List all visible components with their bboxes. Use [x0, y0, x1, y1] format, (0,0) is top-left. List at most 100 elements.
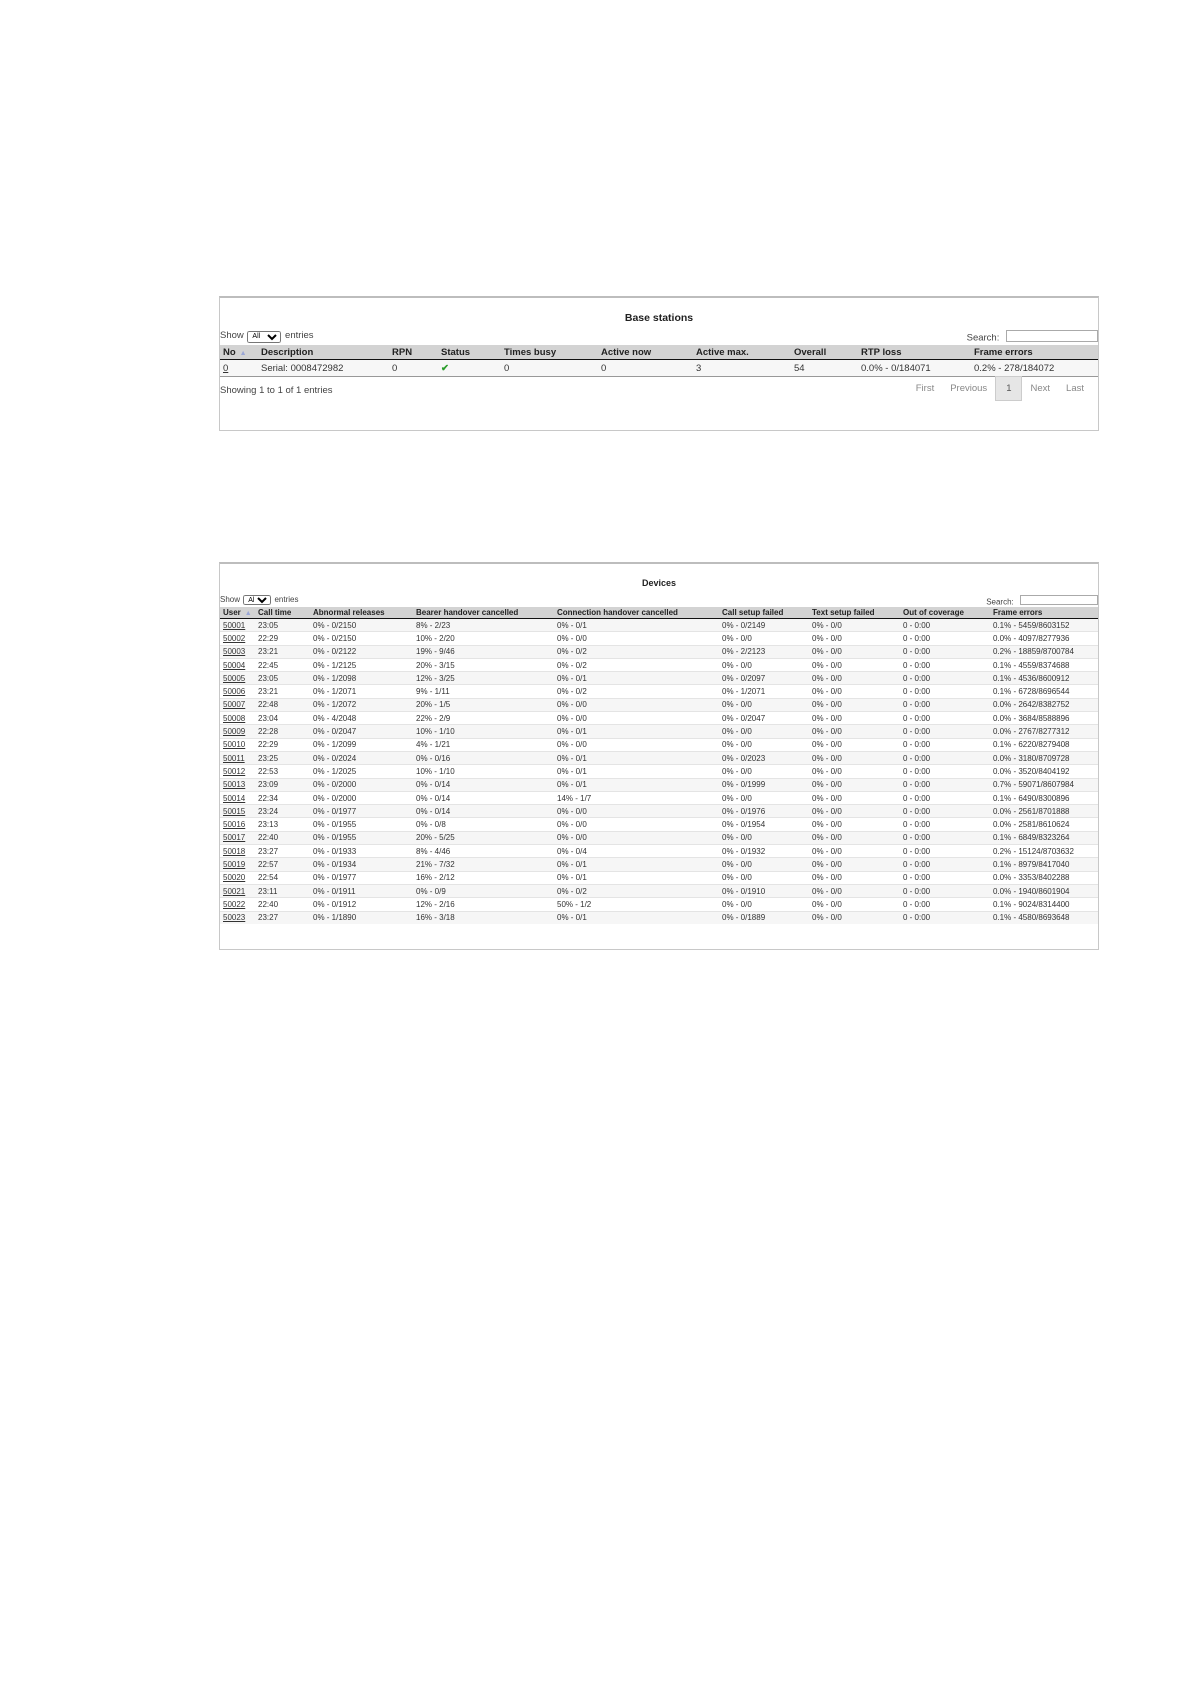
entries-select[interactable]: All: [243, 595, 272, 605]
last-button[interactable]: Last: [1066, 383, 1084, 394]
column-header-no[interactable]: No ▲: [220, 345, 258, 360]
cell-out-of-coverage: 0 - 0:00: [900, 617, 990, 632]
user-link[interactable]: 50019: [223, 859, 246, 869]
column-header-call-time[interactable]: Call time: [255, 607, 310, 619]
base-stations-title: Base stations: [624, 312, 694, 324]
user-link[interactable]: 50015: [223, 806, 246, 816]
user-link[interactable]: 50006: [223, 687, 246, 697]
cell-call-setup-failed: 0% - 0/0: [719, 830, 809, 845]
next-button[interactable]: Next: [1030, 383, 1051, 394]
cell-text-setup-failed: 0% - 0/0: [809, 764, 900, 779]
cell-bearer-handover-cancelled: 10% - 2/20: [413, 631, 554, 646]
cell-call-setup-failed: 0% - 0/2149: [719, 617, 809, 632]
cell-connection-handover-cancelled: 0% - 0/1: [554, 777, 719, 792]
user-link[interactable]: 50011: [223, 753, 245, 763]
table-row: 50004 22:45 0% - 1/2125 20% - 3/15 0% - 0/2 0…: [220, 657, 1098, 672]
column-header-user[interactable]: User ▲: [220, 607, 255, 619]
column-header-rtp-loss[interactable]: RTP loss: [858, 345, 971, 360]
base-station-link[interactable]: 0: [223, 362, 229, 374]
search-label: Search:: [966, 332, 1000, 344]
page-1-button[interactable]: 1: [995, 376, 1023, 401]
cell-abnormal-releases: 0% - 1/2098: [310, 671, 413, 685]
column-header-description[interactable]: Description: [258, 345, 389, 360]
cell-bearer-handover-cancelled: 8% - 2/23: [413, 617, 554, 632]
column-header-call-setup-failed[interactable]: Call setup failed: [719, 607, 809, 619]
column-header-overall[interactable]: Overall: [791, 345, 858, 360]
cell-call-time: 22:34: [255, 790, 310, 805]
cell-text-setup-failed: 0% - 0/0: [809, 883, 900, 898]
cell-out-of-coverage: 0 - 0:00: [900, 631, 990, 646]
cell-no: 0: [220, 359, 258, 377]
cell-call-setup-failed: 0% - 0/2097: [719, 671, 809, 685]
cell-bearer-handover-cancelled: 22% - 2/9: [413, 711, 554, 725]
user-link[interactable]: 50013: [223, 780, 246, 790]
column-header-bearer-handover-cancelled[interactable]: Bearer handover cancelled: [413, 607, 554, 619]
cell-bearer-handover-cancelled: 10% - 1/10: [413, 724, 554, 739]
user-link[interactable]: 50017: [223, 833, 246, 843]
user-link[interactable]: 50004: [223, 660, 246, 670]
user-link[interactable]: 50023: [223, 913, 246, 923]
user-link[interactable]: 50009: [223, 727, 246, 737]
cell-out-of-coverage: 0 - 0:00: [900, 671, 990, 685]
user-link[interactable]: 50014: [223, 793, 246, 803]
user-link[interactable]: 50010: [223, 740, 246, 750]
cell-bearer-handover-cancelled: 9% - 1/11: [413, 684, 554, 699]
column-label: Abnormal releases: [313, 608, 385, 617]
previous-button[interactable]: Previous: [950, 383, 988, 394]
user-link[interactable]: 50021: [223, 886, 246, 896]
column-label: No: [223, 346, 236, 358]
cell-out-of-coverage: 0 - 0:00: [900, 790, 990, 805]
cell-rpn: 0: [389, 359, 438, 377]
column-header-active-now[interactable]: Active now: [598, 345, 693, 360]
cell-call-setup-failed: 0% - 0/1999: [719, 777, 809, 792]
cell-abnormal-releases: 0% - 0/1977: [310, 870, 413, 885]
search-input[interactable]: [1020, 595, 1098, 605]
column-header-active-max[interactable]: Active max.: [693, 345, 791, 360]
column-header-times-busy[interactable]: Times busy: [501, 345, 598, 360]
cell-frame-errors: 0.2% - 278/184072: [971, 359, 1098, 377]
user-link[interactable]: 50003: [223, 647, 246, 657]
cell-abnormal-releases: 0% - 0/1977: [310, 804, 413, 818]
column-header-out-of-coverage[interactable]: Out of coverage: [900, 607, 990, 619]
cell-frame-errors: 0.1% - 6728/8696544: [990, 684, 1098, 699]
table-row: 50018 23:27 0% - 0/1933 8% - 4/46 0% - 0/4 0%…: [220, 844, 1098, 858]
cell-text-setup-failed: 0% - 0/0: [809, 644, 900, 659]
cell-out-of-coverage: 0 - 0:00: [900, 844, 990, 858]
column-header-status[interactable]: Status: [438, 345, 501, 360]
cell-text-setup-failed: 0% - 0/0: [809, 777, 900, 792]
user-link[interactable]: 50008: [223, 713, 246, 723]
first-button[interactable]: First: [915, 383, 935, 394]
cell-user: 50002: [220, 631, 255, 646]
column-label: Frame errors: [974, 346, 1033, 358]
entries-label: entries: [274, 595, 299, 604]
search-input[interactable]: [1006, 330, 1098, 342]
user-link[interactable]: 50018: [223, 846, 246, 856]
column-header-connection-handover-cancelled[interactable]: Connection handover cancelled: [554, 607, 719, 619]
cell-connection-handover-cancelled: 14% - 1/7: [554, 790, 719, 805]
table-row: 50003 23:21 0% - 0/2122 19% - 9/46 0% - 0/2 0…: [220, 644, 1098, 659]
column-header-rpn[interactable]: RPN: [389, 345, 438, 360]
cell-bearer-handover-cancelled: 8% - 4/46: [413, 844, 554, 858]
column-label: Connection handover cancelled: [557, 608, 678, 617]
column-header-text-setup-failed[interactable]: Text setup failed: [809, 607, 900, 619]
cell-abnormal-releases: 0% - 1/2125: [310, 657, 413, 672]
cell-user: 50013: [220, 777, 255, 792]
entries-select[interactable]: All: [247, 330, 282, 343]
column-header-abnormal-releases[interactable]: Abnormal releases: [310, 607, 413, 619]
user-link[interactable]: 50020: [223, 873, 246, 883]
cell-bearer-handover-cancelled: 21% - 7/32: [413, 857, 554, 872]
cell-frame-errors: 0.1% - 4559/8374688: [990, 657, 1098, 672]
cell-out-of-coverage: 0 - 0:00: [900, 737, 990, 752]
column-header-frame-errors[interactable]: Frame errors: [990, 607, 1098, 619]
user-link[interactable]: 50022: [223, 899, 246, 909]
user-link[interactable]: 50012: [223, 766, 246, 776]
user-link[interactable]: 50016: [223, 820, 246, 830]
column-header-frame-errors[interactable]: Frame errors: [971, 345, 1098, 360]
table-row: 50012 22:53 0% - 1/2025 10% - 1/10 0% - 0/1 0…: [220, 764, 1098, 779]
user-link[interactable]: 50002: [223, 633, 246, 643]
user-link[interactable]: 50005: [223, 673, 246, 683]
user-link[interactable]: 50001: [223, 620, 246, 630]
cell-frame-errors: 0.1% - 6220/8279408: [990, 737, 1098, 752]
cell-connection-handover-cancelled: 0% - 0/1: [554, 910, 719, 924]
user-link[interactable]: 50007: [223, 700, 246, 710]
